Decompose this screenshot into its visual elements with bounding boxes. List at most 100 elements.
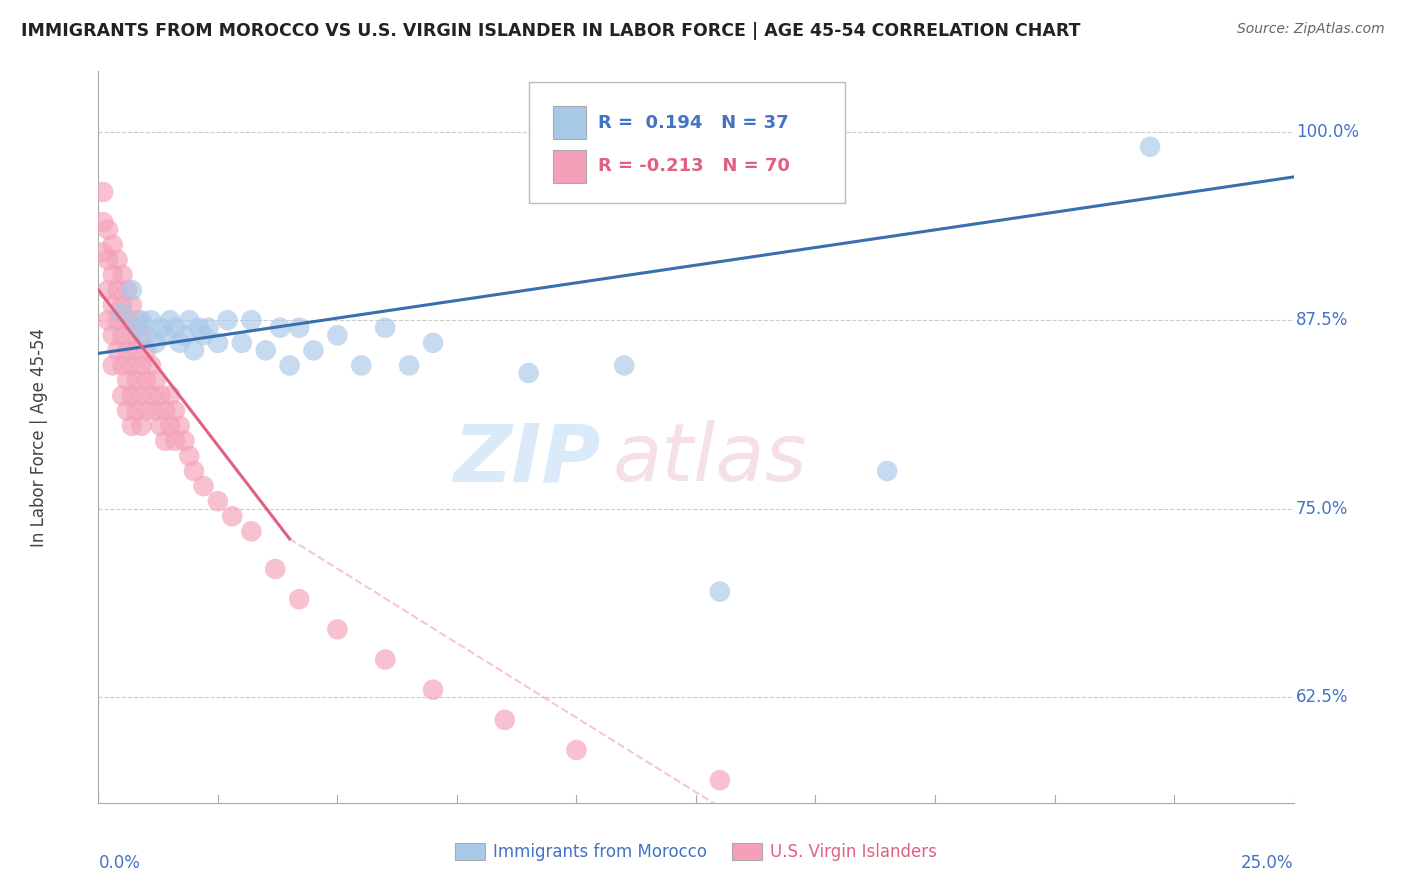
Point — [217, 313, 239, 327]
Point — [269, 320, 291, 334]
Point — [169, 335, 191, 350]
Point — [111, 359, 134, 373]
Text: 75.0%: 75.0% — [1296, 500, 1348, 517]
Text: ZIP: ZIP — [453, 420, 600, 498]
Point — [240, 524, 263, 539]
Point — [115, 343, 138, 358]
Point — [131, 313, 153, 327]
Point — [163, 320, 186, 334]
Text: 100.0%: 100.0% — [1296, 123, 1360, 141]
Point — [139, 389, 162, 403]
Point — [302, 343, 325, 358]
Point — [183, 464, 205, 478]
Text: Source: ZipAtlas.com: Source: ZipAtlas.com — [1237, 22, 1385, 37]
Point — [145, 403, 167, 417]
Point — [97, 313, 120, 327]
Point — [107, 252, 129, 267]
Point — [121, 283, 143, 297]
Point — [159, 313, 181, 327]
Text: R = -0.213   N = 70: R = -0.213 N = 70 — [598, 158, 790, 176]
Point — [254, 343, 277, 358]
Point — [97, 283, 120, 297]
Point — [131, 418, 153, 433]
Point — [115, 313, 138, 327]
Point — [398, 359, 420, 373]
Point — [709, 773, 731, 788]
Point — [149, 418, 172, 433]
Point — [121, 328, 143, 343]
Point — [197, 320, 219, 334]
Point — [179, 313, 201, 327]
Point — [193, 479, 215, 493]
Point — [97, 223, 120, 237]
Point — [159, 418, 181, 433]
Point — [115, 403, 138, 417]
Point — [115, 374, 138, 388]
Point — [131, 389, 153, 403]
Point — [107, 283, 129, 297]
Point — [350, 359, 373, 373]
Point — [613, 359, 636, 373]
Point — [326, 328, 349, 343]
Point — [135, 403, 157, 417]
Text: R =  0.194   N = 37: R = 0.194 N = 37 — [598, 113, 789, 131]
Point — [91, 215, 114, 229]
FancyBboxPatch shape — [553, 106, 586, 139]
Point — [374, 652, 396, 666]
Point — [163, 403, 186, 417]
Point — [101, 359, 124, 373]
Point — [135, 328, 157, 343]
Point — [149, 389, 172, 403]
Point — [422, 335, 444, 350]
Point — [101, 328, 124, 343]
FancyBboxPatch shape — [553, 150, 586, 183]
Point — [111, 268, 134, 282]
Point — [326, 623, 349, 637]
Point — [145, 374, 167, 388]
Text: 62.5%: 62.5% — [1296, 689, 1348, 706]
Point — [135, 374, 157, 388]
Text: 25.0%: 25.0% — [1241, 854, 1294, 872]
Point — [145, 335, 167, 350]
Point — [288, 592, 311, 607]
Point — [517, 366, 540, 380]
Point — [187, 320, 209, 334]
Text: 0.0%: 0.0% — [98, 854, 141, 872]
Point — [91, 245, 114, 260]
Point — [169, 418, 191, 433]
Point — [264, 562, 287, 576]
Point — [121, 298, 143, 312]
Point — [111, 306, 134, 320]
Point — [149, 320, 172, 334]
Point — [121, 418, 143, 433]
Point — [121, 359, 143, 373]
Point — [115, 283, 138, 297]
Point — [179, 449, 201, 463]
Point — [125, 320, 148, 334]
Point — [155, 434, 177, 448]
Point — [91, 185, 114, 199]
Point — [125, 374, 148, 388]
Point — [159, 389, 181, 403]
Point — [173, 328, 195, 343]
Text: IMMIGRANTS FROM MOROCCO VS U.S. VIRGIN ISLANDER IN LABOR FORCE | AGE 45-54 CORRE: IMMIGRANTS FROM MOROCCO VS U.S. VIRGIN I… — [21, 22, 1081, 40]
Point — [278, 359, 301, 373]
Point — [101, 237, 124, 252]
Point — [422, 682, 444, 697]
Point — [155, 328, 177, 343]
Point — [231, 335, 253, 350]
Point — [193, 328, 215, 343]
Point — [155, 403, 177, 417]
Point — [709, 584, 731, 599]
Point — [139, 313, 162, 327]
Point — [565, 743, 588, 757]
Text: 87.5%: 87.5% — [1296, 311, 1348, 329]
Point — [125, 403, 148, 417]
Point — [131, 359, 153, 373]
Point — [125, 343, 148, 358]
Point — [131, 328, 153, 343]
Point — [107, 313, 129, 327]
Point — [107, 343, 129, 358]
Point — [121, 389, 143, 403]
Text: atlas: atlas — [613, 420, 807, 498]
